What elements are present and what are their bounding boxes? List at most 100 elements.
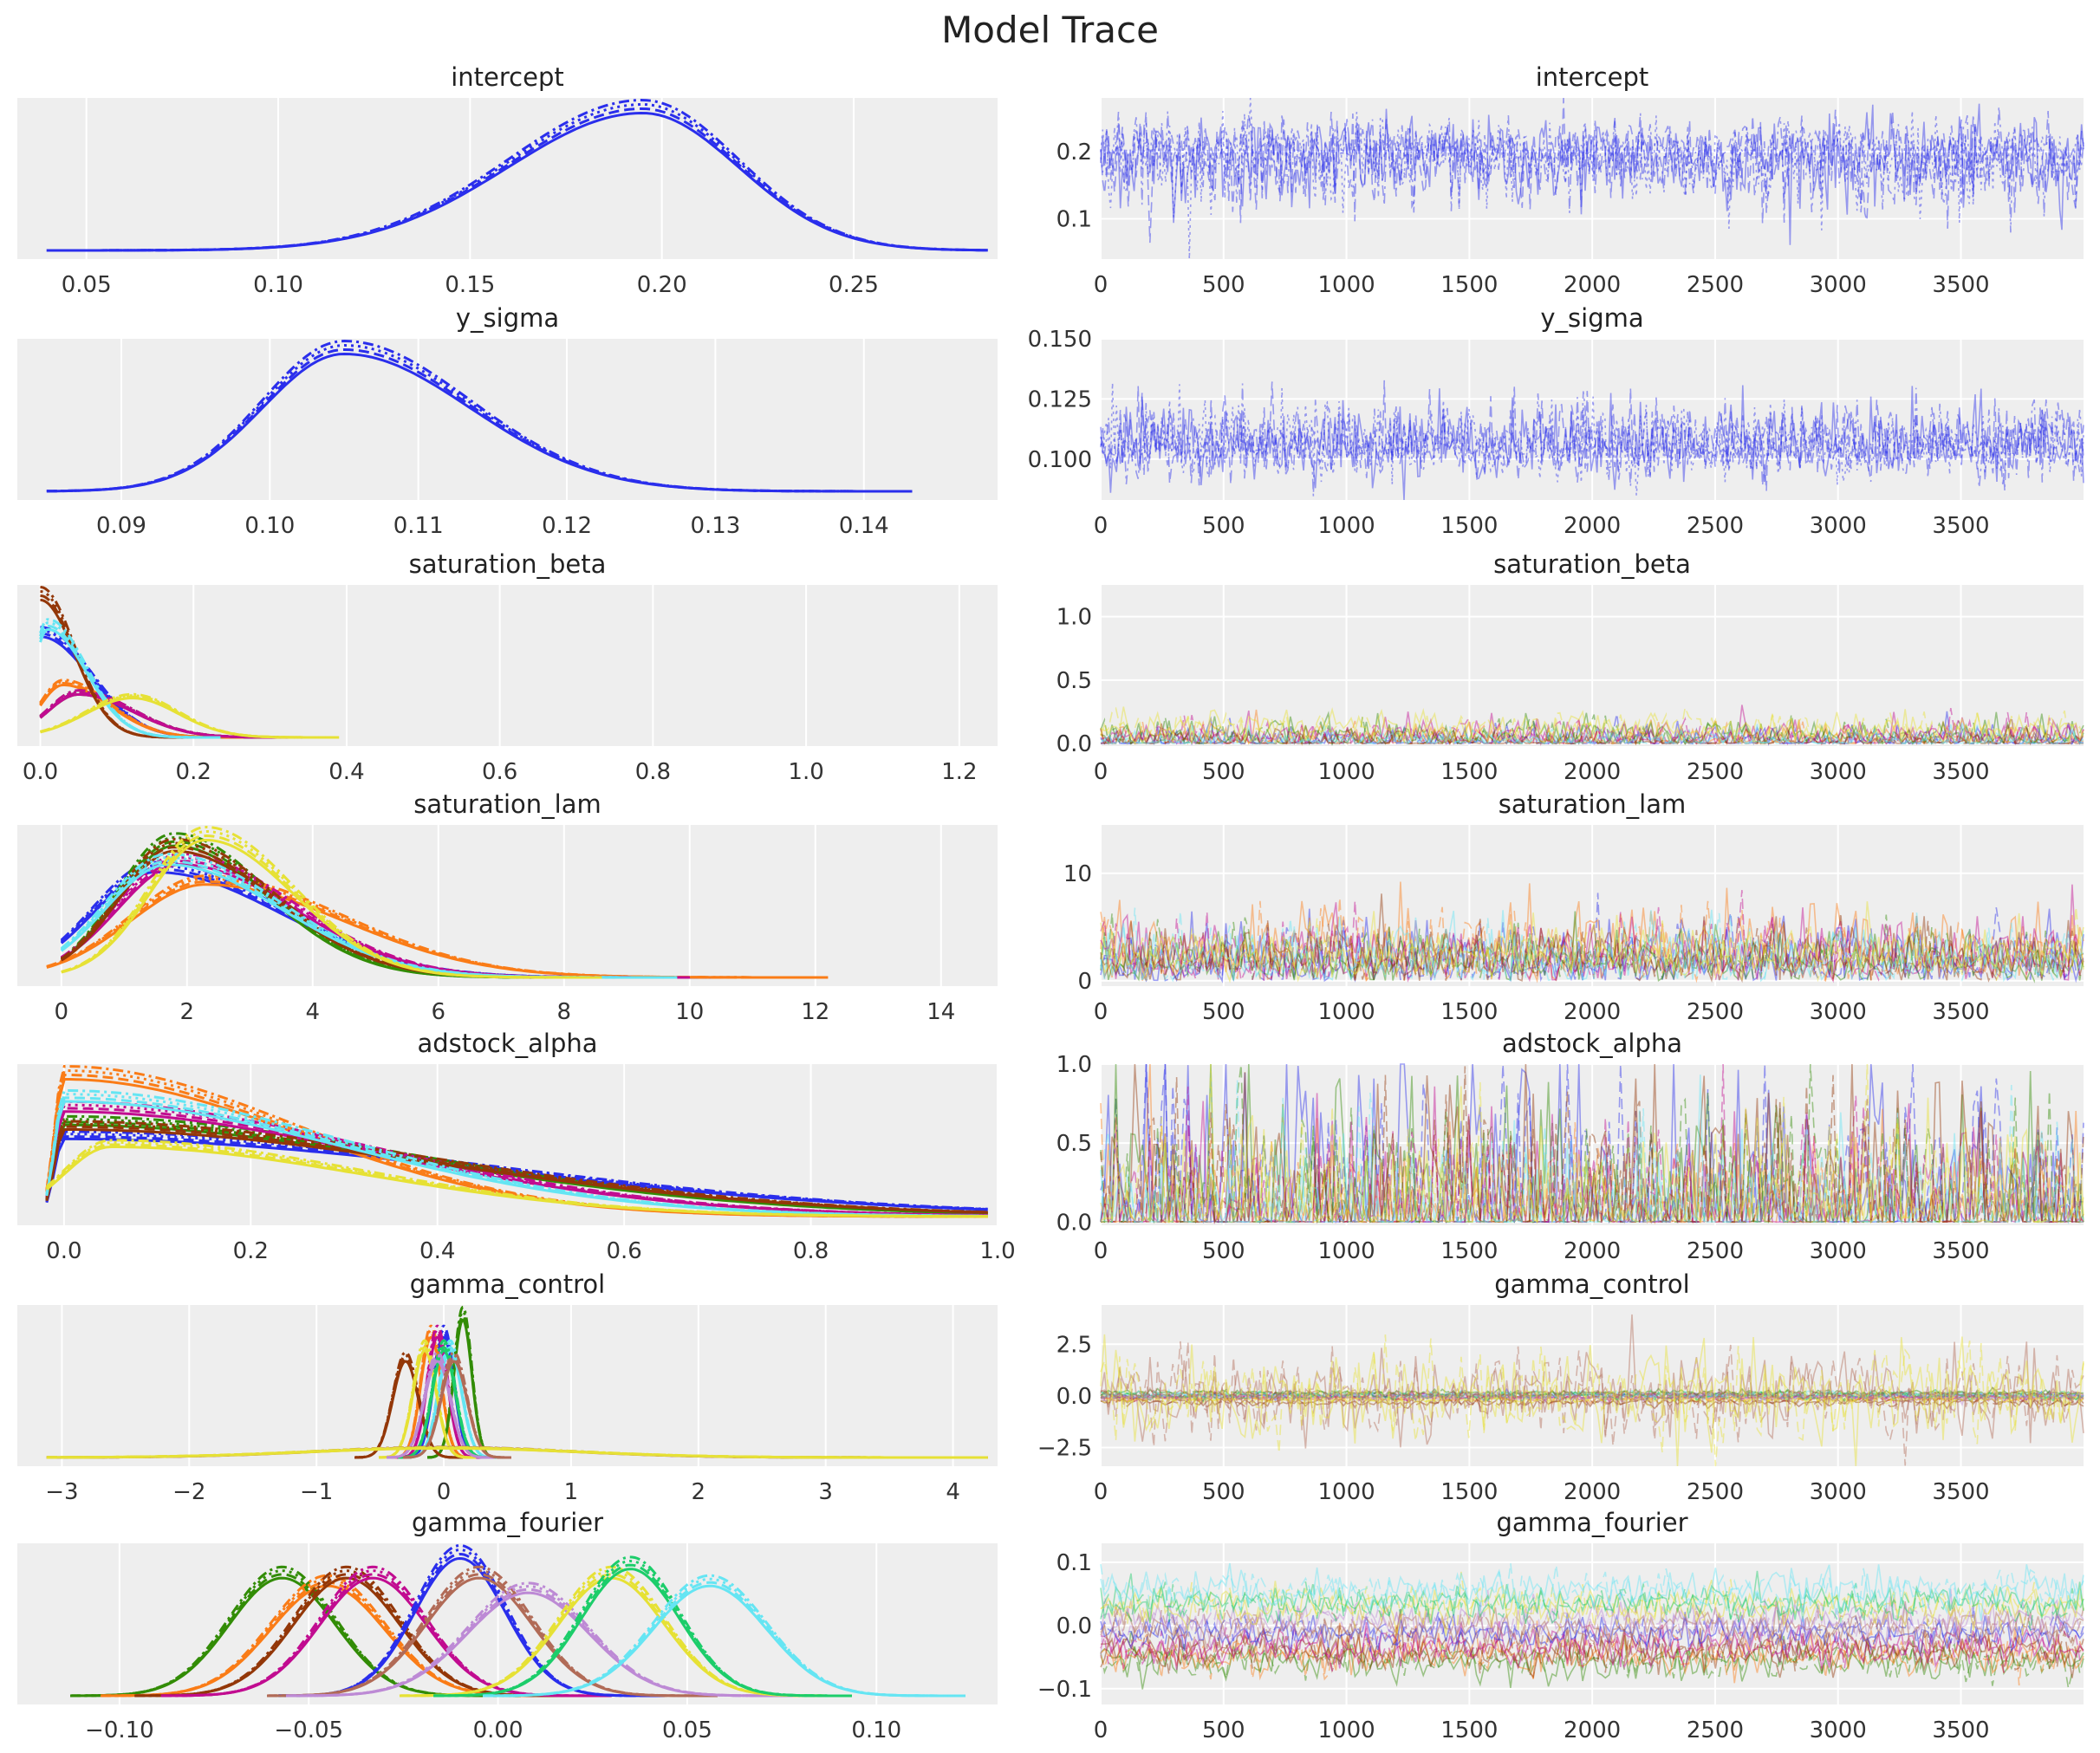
x-tick-label: 0.4: [328, 759, 364, 785]
panel-title: saturation_beta: [1493, 549, 1691, 579]
x-tick-label: 1500: [1440, 513, 1498, 539]
trace-line-saturation_lam-2-chain0: [1100, 911, 2084, 982]
x-tick-label: 3500: [1932, 999, 1989, 1025]
x-tick-label: 1.0: [979, 1238, 1015, 1264]
x-tick-label: 2500: [1687, 1479, 1744, 1505]
kde-line-gamma_fourier-0-chain2: [70, 1569, 521, 1698]
kde-line-gamma_control-8-chain3: [386, 1351, 495, 1459]
x-tick-label: 0: [1094, 1479, 1109, 1505]
x-tick-label: 3000: [1810, 272, 1867, 298]
x-tick-label: 0: [1094, 513, 1109, 539]
kde-line-gamma_control-6-chain3: [378, 1339, 477, 1459]
x-tick-label: 500: [1202, 1479, 1245, 1505]
panel-title: gamma_control: [410, 1269, 605, 1299]
x-tick-label: 0.09: [96, 513, 146, 539]
trace-line-gamma_control-11-chain0: [1100, 1334, 2084, 1467]
y-tick-label: 0.0: [1057, 1210, 1092, 1236]
kde-line-saturation_beta-4-chain3: [40, 586, 196, 739]
x-tick-label: 1.2: [941, 759, 977, 785]
y-tick-label: 1.0: [1057, 1052, 1092, 1078]
trace-panel-gamma_control: gamma_control 0 500 1000 1500 2000 2500 3000 350…: [1037, 1269, 2084, 1505]
x-tick-label: 3500: [1932, 1479, 1989, 1505]
trace-line-gamma_control-5-chain1: [1100, 1388, 2084, 1402]
x-tick-label: −0.05: [274, 1717, 343, 1743]
y-tick-label: 0: [1077, 969, 1092, 995]
trace-line-saturation_lam-4-chain0: [1100, 893, 2084, 984]
x-tick-label: −2: [172, 1479, 205, 1505]
kde-line-saturation_lam-6-chain3: [61, 825, 602, 979]
kde-line-gamma_fourier-1-chain2: [101, 1577, 583, 1698]
x-tick-label: 2000: [1564, 1238, 1621, 1264]
trace-line-y_sigma-0-chain3: [1100, 383, 2084, 497]
x-tick-label: −1: [300, 1479, 333, 1505]
x-tick-label: 0.12: [542, 513, 592, 539]
trace-line-gamma_control-10-chain0: [1100, 1314, 2084, 1449]
kde-line-adstock_alpha-0-chain2: [45, 1133, 988, 1211]
x-tick-label: 500: [1202, 513, 1245, 539]
x-tick-label: 2500: [1687, 999, 1744, 1025]
x-tick-label: 0.13: [690, 513, 740, 539]
x-tick-label: 0.0: [23, 759, 58, 785]
x-tick-label: 0.00: [473, 1717, 523, 1743]
x-tick-label: 0.25: [829, 272, 879, 298]
trace-line-saturation_lam-0-chain1: [1100, 893, 2084, 983]
trace-line-gamma_fourier-0-chain0: [1100, 1634, 2084, 1690]
trace-line-gamma_control-9-chain0: [1100, 1386, 2084, 1403]
trace-line-intercept-0-chain2: [1100, 97, 2084, 259]
x-tick-label: 0.6: [606, 1238, 641, 1264]
trace-line-gamma_control-6-chain0: [1100, 1393, 2084, 1406]
x-tick-label: 0.05: [62, 272, 112, 298]
trace-line-gamma_fourier-5-chain0: [1100, 1600, 2084, 1652]
kde-line-gamma_control-7-chain3: [397, 1339, 496, 1459]
trace-line-saturation_lam-3-chain1: [1100, 890, 2084, 984]
trace-line-adstock_alpha-5-chain0: [1100, 1075, 2084, 1225]
x-tick-label: 0.6: [482, 759, 517, 785]
trace-panel-gamma_fourier: gamma_fourier 0 500 1000 1500 2000 2500 3000 350…: [1037, 1508, 2084, 1743]
panel-title: gamma_fourier: [412, 1508, 603, 1537]
trace-line-saturation_lam-4-chain1: [1100, 912, 2084, 983]
x-tick-label: 3: [818, 1479, 833, 1505]
trace-line-gamma_fourier-8-chain0: [1100, 1570, 2084, 1625]
trace-line-gamma_control-11-chain1: [1100, 1334, 2084, 1467]
trace-line-gamma_control-1-chain1: [1100, 1392, 2084, 1406]
y-tick-label: 0.150: [1028, 327, 1092, 353]
kde-panel-intercept: intercept 0.05 0.10 0.15 0.20 0.25: [17, 62, 998, 298]
x-tick-label: 1500: [1440, 1479, 1498, 1505]
trace-line-gamma_control-7-chain0: [1100, 1388, 2084, 1402]
kde-line-intercept-0-chain3: [46, 98, 988, 252]
x-tick-label: 1500: [1440, 999, 1498, 1025]
x-tick-label: 1.0: [788, 759, 823, 785]
trace-line-gamma_fourier-9-chain0: [1100, 1562, 2084, 1622]
trace-line-saturation_beta-2-chain0: [1100, 711, 2084, 746]
x-tick-label: 12: [801, 999, 829, 1025]
y-tick-label: 0.2: [1057, 140, 1092, 166]
trace-line-saturation_lam-5-chain1: [1100, 907, 2084, 983]
trace-line-gamma_fourier-8-chain1: [1100, 1581, 2084, 1632]
trace-line-adstock_alpha-6-chain1: [1100, 1063, 2084, 1224]
trace-line-gamma_fourier-4-chain0: [1100, 1612, 2084, 1657]
x-tick-label: 3000: [1810, 1479, 1867, 1505]
trace-line-adstock_alpha-6-chain0: [1100, 1086, 2084, 1225]
y-tick-label: 2.5: [1057, 1332, 1092, 1358]
trace-line-saturation_beta-4-chain1: [1100, 716, 2084, 746]
x-tick-label: 2000: [1564, 513, 1621, 539]
x-tick-label: 0.8: [635, 759, 671, 785]
x-tick-label: 0.11: [393, 513, 444, 539]
trace-line-adstock_alpha-4-chain1: [1100, 1066, 2084, 1224]
x-tick-label: 1000: [1317, 999, 1375, 1025]
kde-line-adstock_alpha-2-chain3: [45, 1114, 988, 1215]
plot-background: [17, 1305, 998, 1466]
x-tick-label: 1000: [1317, 513, 1375, 539]
trace-line-gamma_fourier-4-chain1: [1100, 1606, 2084, 1652]
trace-line-saturation_lam-1-chain0: [1100, 881, 2084, 984]
trace-line-gamma_fourier-2-chain0: [1100, 1608, 2084, 1678]
trace-line-intercept-0-chain1: [1100, 97, 2084, 243]
trace-panel-intercept: intercept 0 500 1000 1500 2000 2500 3000 3500 0.1…: [1057, 62, 2084, 298]
kde-panel-adstock_alpha: adstock_alpha 0.0 0.2 0.4 0.6 0.8 1.0: [17, 1029, 1016, 1264]
x-tick-label: 2: [692, 1479, 706, 1505]
kde-panel-saturation_beta: saturation_beta 0.0 0.2 0.4 0.6 0.8 1.0 1.2: [17, 549, 998, 785]
x-tick-label: 500: [1202, 272, 1245, 298]
x-tick-label: 10: [675, 999, 704, 1025]
trace-line-y_sigma-0-chain1: [1100, 380, 2084, 491]
kde-line-gamma_fourier-9-chain3: [483, 1574, 965, 1698]
